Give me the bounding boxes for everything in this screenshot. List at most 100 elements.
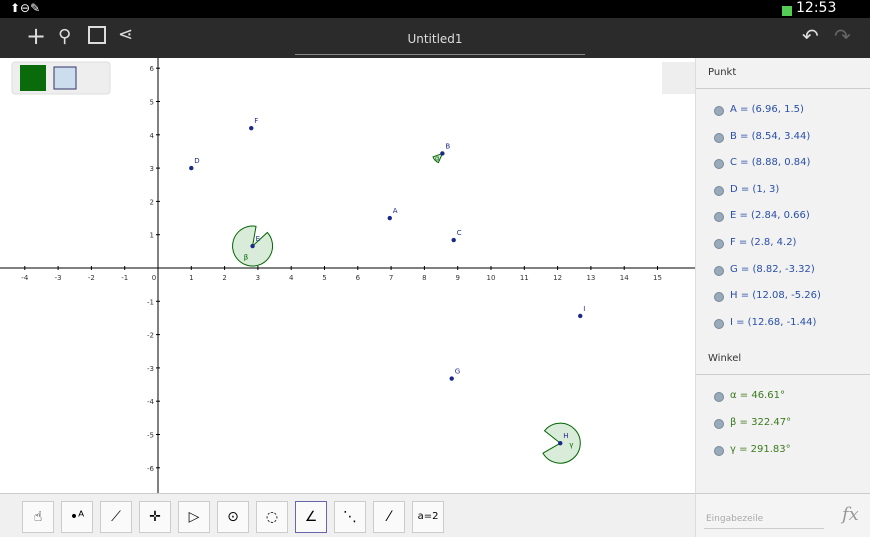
y-tick-label: -3 — [147, 365, 154, 373]
algebra-item[interactable]: F = (2.8, 4.2) — [696, 230, 870, 257]
input-placeholder[interactable]: Eingabezeile — [706, 514, 764, 524]
share-button[interactable]: ⋖ — [118, 24, 134, 45]
save-button[interactable] — [88, 26, 106, 44]
x-tick-label: 2 — [222, 274, 226, 282]
angle-label: γ — [569, 441, 573, 449]
point — [189, 165, 194, 171]
add-button[interactable]: + — [26, 22, 47, 50]
algebra-item[interactable]: γ = 291.83° — [696, 437, 870, 464]
y-tick-label: -5 — [147, 432, 154, 440]
tool-button[interactable]: ⟋ — [100, 501, 132, 533]
tool-button[interactable]: a=2 — [412, 501, 444, 533]
point-label: D — [194, 157, 199, 165]
x-tick-label: 7 — [389, 274, 393, 282]
point-label: E — [256, 235, 260, 243]
status-bar: ⬆⊖✎ 12:53 — [0, 0, 870, 18]
y-tick-label: 2 — [150, 198, 154, 206]
x-tick-label: 10 — [487, 274, 496, 282]
algebra-item[interactable]: I = (12.68, -1.44) — [696, 310, 870, 337]
undo-button[interactable]: ↶ — [802, 24, 819, 48]
x-tick-label: 0 — [152, 274, 156, 282]
x-tick-label: -4 — [21, 274, 29, 282]
point — [440, 151, 445, 156]
point-label: H — [563, 432, 568, 440]
search-button[interactable]: ⚲ — [58, 26, 72, 47]
redo-button[interactable]: ↷ — [834, 24, 851, 48]
angle-label: α — [435, 155, 440, 163]
x-tick-label: 13 — [586, 274, 595, 282]
tool-button[interactable]: ∠ — [295, 501, 327, 533]
x-tick-label: -3 — [55, 274, 62, 282]
x-tick-label: 14 — [620, 274, 629, 282]
algebra-item[interactable]: C = (8.88, 0.84) — [696, 150, 870, 177]
point — [558, 440, 563, 446]
angle-sector — [432, 152, 444, 164]
tool-button[interactable]: ⁄ — [373, 501, 405, 533]
section-header[interactable]: Punkt — [696, 58, 870, 89]
tool-button[interactable]: ▷ — [178, 501, 210, 533]
tool-button[interactable]: ✛ — [139, 501, 171, 533]
algebra-item[interactable]: A = (6.96, 1.5) — [696, 97, 870, 124]
tool-button[interactable]: •ᴬ — [61, 501, 93, 533]
algebra-item[interactable]: β = 322.47° — [696, 410, 870, 437]
battery — [782, 6, 792, 16]
algebra-item[interactable]: B = (8.54, 3.44) — [696, 124, 870, 151]
fx-button[interactable]: fx — [842, 504, 859, 525]
y-tick-label: 6 — [150, 65, 155, 73]
color-button[interactable] — [20, 65, 46, 91]
document-title[interactable]: Untitled1 — [407, 32, 463, 46]
algebra-item[interactable]: D = (1, 3) — [696, 177, 870, 204]
y-tick-label: -6 — [147, 465, 155, 473]
section-header[interactable]: Winkel — [696, 344, 870, 376]
y-tick-label: 3 — [150, 165, 154, 173]
x-tick-label: 3 — [256, 274, 260, 282]
algebra-item[interactable]: H = (12.08, -5.26) — [696, 283, 870, 310]
point-label: I — [583, 305, 585, 313]
point — [249, 125, 254, 131]
point-style-button[interactable] — [53, 66, 77, 90]
input-underline — [704, 528, 824, 529]
input-bar[interactable]: Eingabezeile fx — [695, 493, 870, 537]
algebra-item[interactable]: α = 46.61° — [696, 383, 870, 410]
title-underline — [295, 54, 585, 55]
x-tick-label: 1 — [189, 274, 193, 282]
x-tick-label: 6 — [356, 274, 361, 282]
clock: 12:53 — [796, 0, 837, 16]
tool-button[interactable]: ⋱ — [334, 501, 366, 533]
tool-button[interactable]: ⊙ — [217, 501, 249, 533]
section-items: α = 46.61° β = 322.47° γ = 291.83° — [696, 375, 870, 471]
point-label: C — [457, 229, 462, 237]
tool-button[interactable]: ◌ — [256, 501, 288, 533]
x-tick-label: 12 — [553, 274, 562, 282]
point — [387, 215, 392, 221]
tool-button[interactable]: ☝ — [22, 501, 54, 533]
algebra-item[interactable]: G = (8.82, -3.32) — [696, 257, 870, 284]
panel-toggle[interactable] — [662, 62, 695, 94]
graphics-view[interactable]: -4 -3 -2 -1 0 1 2 3 4 5 6 7 8 9 10 11 12 13 14 15-6-5-4-3-2… — [0, 58, 695, 493]
status-icons: ⬆⊖✎ — [10, 1, 41, 15]
x-tick-label: -2 — [88, 274, 95, 282]
x-tick-label: 4 — [289, 274, 294, 282]
x-tick-label: 15 — [653, 274, 662, 282]
y-tick-label: 1 — [150, 232, 154, 240]
y-tick-label: 4 — [150, 132, 155, 140]
point — [451, 237, 456, 243]
point-label: F — [254, 117, 258, 125]
section-items: A = (6.96, 1.5) B = (8.54, 3.44) C = (8.88… — [696, 89, 870, 344]
x-tick-label: -1 — [121, 274, 128, 282]
y-tick-label: -2 — [147, 332, 154, 340]
x-tick-label: 9 — [455, 274, 459, 282]
action-bar: + ⚲ ⋖ Untitled1 ↶ ↷ — [0, 18, 870, 58]
x-tick-label: 8 — [422, 274, 426, 282]
x-tick-label: 11 — [520, 274, 529, 282]
point-label: G — [455, 368, 460, 376]
point — [449, 376, 454, 381]
toolbar: ☝ •ᴬ ⟋ ✛ ▷ ⊙ ◌ ∠ ⋱ ⁄ a=2 — [0, 493, 695, 537]
x-tick-label: 5 — [322, 274, 326, 282]
point — [578, 313, 583, 319]
point-label: A — [393, 207, 398, 215]
algebra-item[interactable]: E = (2.84, 0.66) — [696, 203, 870, 230]
point — [250, 243, 255, 249]
y-tick-label: 5 — [150, 99, 154, 107]
